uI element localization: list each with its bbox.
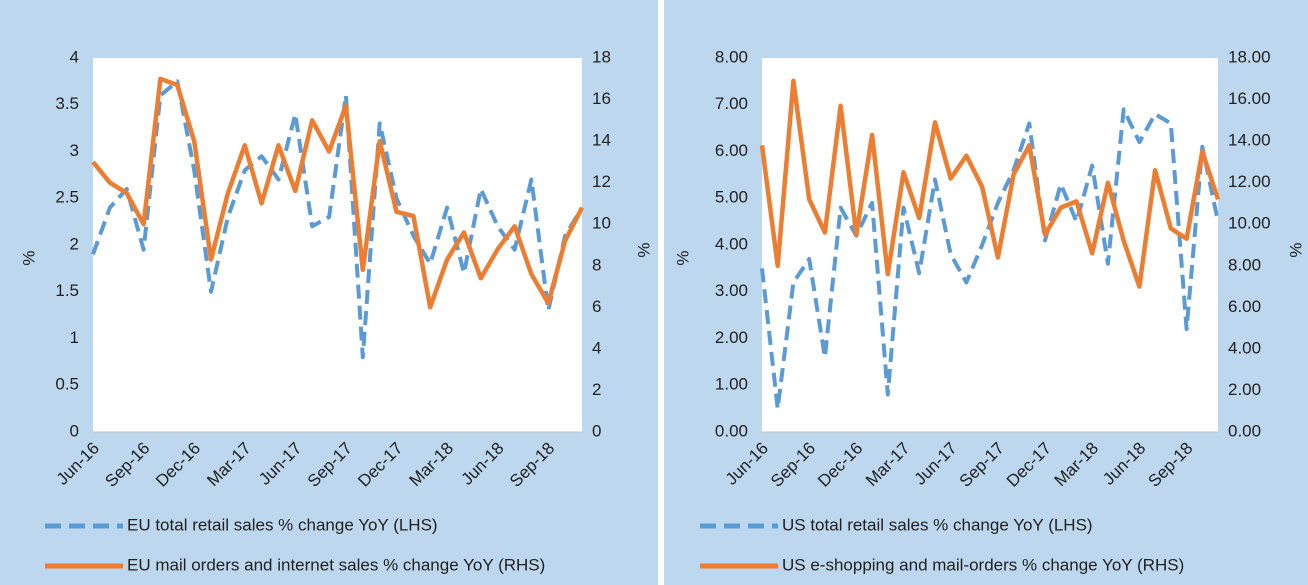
y2-tick-label: 6 [592, 297, 601, 316]
y2-tick-label: 6.00 [1228, 297, 1261, 316]
plot-area [93, 58, 582, 432]
y2-tick-label: 2.00 [1228, 380, 1261, 399]
y-tick-label: 1.00 [715, 375, 748, 394]
series-line [91, 79, 584, 360]
y2-tick-label: 8 [592, 255, 601, 274]
y2-tick-label: 2 [592, 380, 601, 399]
legend-label: EU mail orders and internet sales % chan… [127, 555, 545, 574]
y-tick-label: 8.00 [715, 47, 748, 66]
y-tick-label: 3.00 [715, 281, 748, 300]
y2-tick-label: 4.00 [1228, 338, 1261, 357]
y2-tick-label: 16.00 [1228, 89, 1271, 108]
y2-tick-label: 8.00 [1228, 255, 1261, 274]
y-tick-label: 2 [70, 234, 79, 253]
y-tick-label: 7.00 [715, 94, 748, 113]
y-tick-label: 2.00 [715, 328, 748, 347]
legend-label: US total retail sales % change YoY (LHS) [782, 515, 1093, 534]
y-tick-label: 3.5 [55, 94, 79, 113]
legend-label: US e-shopping and mail-orders % change Y… [782, 555, 1184, 574]
y2-tick-label: 14 [592, 131, 611, 150]
series-line [91, 76, 585, 310]
y-tick-label: 1 [70, 328, 79, 347]
y-tick-label: 1.5 [55, 281, 79, 300]
y-axis-label: % [19, 250, 38, 265]
y2-tick-label: 12.00 [1228, 172, 1271, 191]
y2-tick-label: 18.00 [1228, 47, 1271, 66]
y-axis-label: % [673, 250, 692, 265]
y-tick-label: 6.00 [715, 141, 748, 160]
y2-axis-label: % [634, 242, 653, 257]
y-tick-label: 0 [70, 421, 79, 440]
y-tick-label: 4.00 [715, 234, 748, 253]
y2-tick-label: 0.00 [1228, 421, 1261, 440]
y2-axis-label: % [1286, 242, 1305, 257]
series-line [759, 78, 1221, 289]
y-tick-label: 0.00 [715, 421, 748, 440]
legend-label: EU total retail sales % change YoY (LHS) [127, 515, 438, 534]
plot-area [762, 58, 1218, 432]
y-tick-label: 0.5 [55, 375, 79, 394]
y2-tick-label: 14.00 [1228, 131, 1271, 150]
y-tick-label: 5.00 [715, 188, 748, 207]
y-tick-label: 2.5 [55, 188, 79, 207]
y2-tick-label: 0 [592, 421, 601, 440]
y-tick-label: 4 [70, 47, 79, 66]
y2-tick-label: 18 [592, 47, 611, 66]
y2-tick-label: 4 [592, 338, 601, 357]
y2-tick-label: 10.00 [1228, 214, 1271, 233]
y-tick-label: 3 [70, 141, 79, 160]
y2-tick-label: 10 [592, 214, 611, 233]
y2-tick-label: 16 [592, 89, 611, 108]
y2-tick-label: 12 [592, 172, 611, 191]
